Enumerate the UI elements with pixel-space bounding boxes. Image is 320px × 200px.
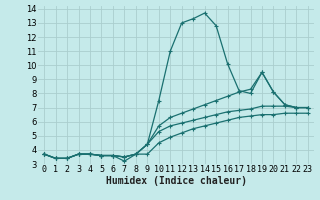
- X-axis label: Humidex (Indice chaleur): Humidex (Indice chaleur): [106, 176, 246, 186]
